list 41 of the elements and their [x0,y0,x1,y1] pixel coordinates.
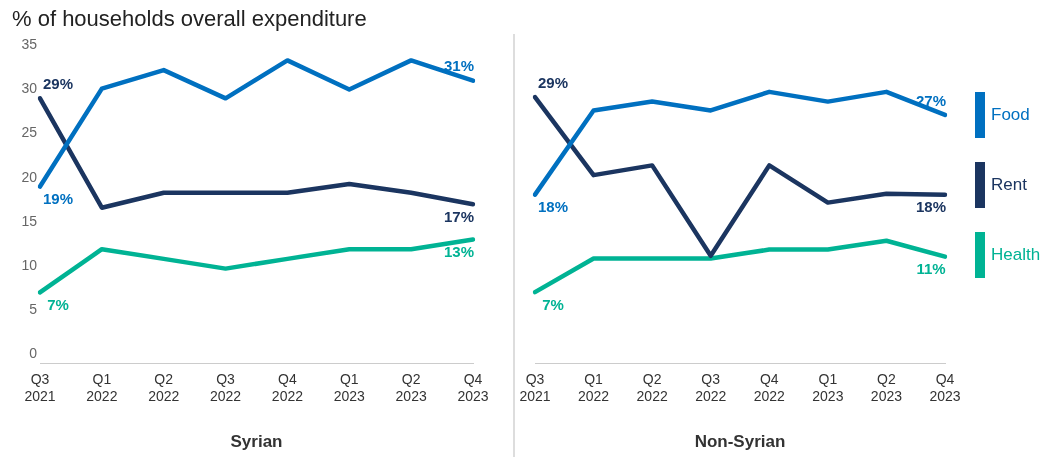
x-tick-label: Q2 2023 [870,371,903,405]
data-label: 19% [42,190,74,208]
data-label: 7% [47,296,69,314]
data-label: 29% [537,73,569,91]
y-tick-label: 5 [29,300,38,317]
x-tick-label: Q4 2023 [929,371,961,405]
y-tick-label: 0 [29,345,38,362]
x-tick-label: Q4 2022 [271,371,304,405]
text: Health [991,245,1041,265]
x-tick-label: Q4 2022 [753,371,786,405]
text: Rent [991,175,1027,195]
x-tick-label: Q2 2023 [395,371,427,405]
chart-subtitle: % of households overall expenditure [12,6,367,32]
text: Food [991,105,1030,125]
data-label: 7% [542,295,564,313]
x-tick-label: Q2 2022 [148,371,180,405]
x-axis-title: Syrian [230,432,283,452]
y-tick-label: 10 [21,256,38,273]
y-tick-label: 15 [21,212,38,229]
data-label: 11% [916,260,946,278]
y-tick-label: 30 [21,80,38,97]
x-tick-label: Q4 2023 [457,371,489,405]
data-label: 18% [537,198,569,216]
x-tick-label: Q3 2021 [519,371,551,405]
y-tick-label: 35 [21,36,38,53]
x-tick-label: Q1 2023 [812,371,844,405]
y-tick-label: 20 [21,168,38,185]
x-axis-title: Non-Syrian [694,432,786,452]
x-tick-label: Q1 2022 [577,371,610,405]
data-label: 17% [443,207,475,225]
x-tick-label: Q1 2023 [333,371,366,405]
data-label: 29% [42,74,74,92]
x-tick-label: Q3 2021 [24,371,56,405]
x-tick-label: Q3 2022 [209,371,242,405]
x-tick-label: Q1 2022 [86,371,118,405]
x-tick-label: Q2 2022 [636,371,668,405]
data-label: 13% [443,243,475,261]
data-label: 31% [443,57,475,75]
y-tick-label: 25 [21,124,38,141]
x-tick-label: Q3 2022 [695,371,727,405]
data-label: 18% [915,198,947,216]
